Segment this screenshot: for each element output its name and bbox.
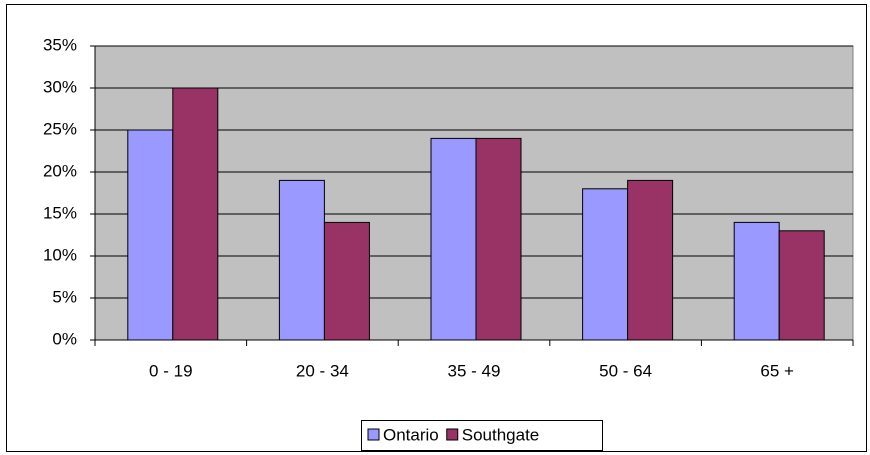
bar: [127, 129, 174, 341]
legend-swatch: [446, 428, 459, 441]
y-tick-label: 30%: [43, 77, 77, 96]
legend-label: Southgate: [462, 425, 540, 444]
y-tick-label: 10%: [43, 245, 77, 264]
y-tick-label: 0%: [52, 329, 77, 348]
bar: [733, 221, 780, 341]
bar: [582, 188, 629, 341]
bar: [430, 137, 477, 341]
bar: [323, 221, 370, 341]
x-tick-label: 20 - 34: [296, 361, 349, 380]
bar: [475, 137, 522, 341]
legend-label: Ontario: [383, 425, 439, 444]
y-tick-label: 15%: [43, 203, 77, 222]
y-tick-label: 5%: [52, 287, 77, 306]
bar: [627, 179, 674, 341]
x-tick-label: 65 +: [760, 361, 794, 380]
y-tick-label: 25%: [43, 119, 77, 138]
y-tick-label: 20%: [43, 161, 77, 180]
x-tick-label: 50 - 64: [599, 361, 652, 380]
bar: [172, 87, 219, 341]
x-tick-label: 35 - 49: [448, 361, 501, 380]
y-tick-label: 35%: [43, 35, 77, 54]
bar: [778, 230, 825, 341]
legend: [361, 420, 603, 451]
x-tick-label: 0 - 19: [149, 361, 192, 380]
legend-swatch: [367, 428, 380, 441]
bar: [278, 179, 325, 341]
